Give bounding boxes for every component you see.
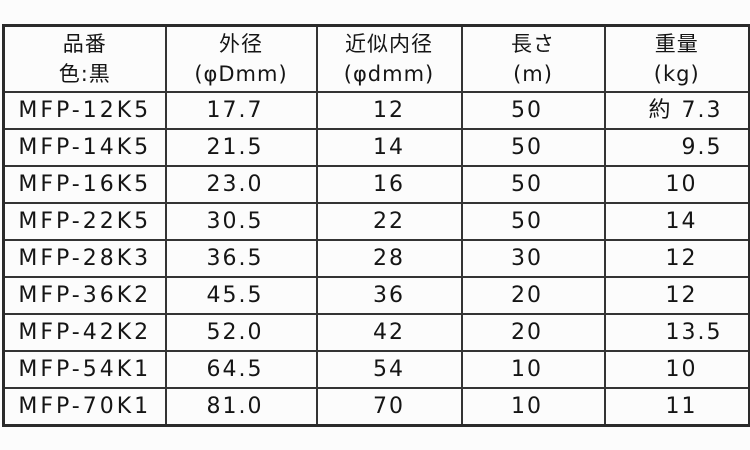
cell-length: 50 xyxy=(460,91,606,130)
cell-weight: 9.5 xyxy=(603,128,750,167)
cell-weight: 約 7.3 xyxy=(603,91,750,130)
cell-approx-inner-diameter: 16 xyxy=(315,165,463,204)
cell-part-number: MFP-42K2 xyxy=(2,313,167,352)
cell-weight: 10 xyxy=(603,350,750,389)
cell-outer-diameter: 30.5 xyxy=(164,202,318,241)
cell-approx-inner-diameter: 36 xyxy=(315,276,463,315)
weight-fraction-part: .3 xyxy=(697,98,723,123)
header-row: 品番 色:黒 外径 (φDmm) 近似内径 (φdmm) 長さ (m) 重量 xyxy=(2,24,750,93)
cell-part-number: MFP-54K1 xyxy=(2,350,167,389)
cell-length: 10 xyxy=(460,350,606,389)
weight-integer-part: 約 7 xyxy=(648,98,698,123)
cell-outer-diameter: 64.5 xyxy=(164,350,318,389)
cell-approx-inner-diameter: 22 xyxy=(315,202,463,241)
cell-approx-inner-diameter: 54 xyxy=(315,350,463,389)
header-weight-unit: (kg) xyxy=(653,62,700,86)
cell-part-number: MFP-14K5 xyxy=(2,128,167,167)
header-part-number-color: 色:黒 xyxy=(58,62,111,86)
weight-integer-part: 13 xyxy=(665,320,698,345)
weight-integer-part: 11 xyxy=(665,394,698,419)
cell-part-number: MFP-12K5 xyxy=(2,91,167,130)
cell-outer-diameter: 21.5 xyxy=(164,128,318,167)
cell-outer-diameter: 23.0 xyxy=(164,165,318,204)
cell-outer-diameter: 17.7 xyxy=(164,91,318,130)
cell-length: 20 xyxy=(460,276,606,315)
header-approx-inner-diameter-title: 近似内径 xyxy=(345,32,433,56)
cell-part-number: MFP-36K2 xyxy=(2,276,167,315)
table-row: MFP-22K5 30.5 22 50 14 xyxy=(2,202,750,241)
header-outer-diameter-unit: (φDmm) xyxy=(194,62,288,86)
header-length-title: 長さ xyxy=(511,32,555,56)
header-outer-diameter-title: 外径 xyxy=(219,32,263,56)
table-row: MFP-54K1 64.5 54 10 10 xyxy=(2,350,750,389)
cell-approx-inner-diameter: 14 xyxy=(315,128,463,167)
cell-length: 10 xyxy=(460,387,606,427)
cell-part-number: MFP-70K1 xyxy=(2,387,167,427)
table-row: MFP-14K5 21.5 14 50 9.5 xyxy=(2,128,750,167)
header-weight-title: 重量 xyxy=(654,32,699,56)
cell-weight: 12 xyxy=(603,239,750,278)
header-part-number: 品番 色:黒 xyxy=(2,24,167,93)
cell-weight: 13.5 xyxy=(603,313,750,352)
cell-part-number: MFP-28K3 xyxy=(2,239,167,278)
cell-length: 50 xyxy=(460,165,606,204)
cell-weight: 12 xyxy=(603,276,750,315)
cell-length: 50 xyxy=(460,128,606,167)
weight-integer-part: 14 xyxy=(665,209,698,234)
table-row: MFP-16K5 23.0 16 50 10 xyxy=(2,165,750,204)
product-spec-table: 品番 色:黒 外径 (φDmm) 近似内径 (φdmm) 長さ (m) 重量 xyxy=(2,24,750,427)
cell-outer-diameter: 52.0 xyxy=(164,313,318,352)
cell-outer-diameter: 81.0 xyxy=(164,387,318,427)
cell-part-number: MFP-16K5 xyxy=(2,165,167,204)
header-length: 長さ (m) xyxy=(460,24,606,93)
weight-integer-part: 12 xyxy=(665,246,698,271)
cell-weight: 10 xyxy=(603,165,750,204)
header-weight: 重量 (kg) xyxy=(603,24,750,93)
cell-approx-inner-diameter: 28 xyxy=(315,239,463,278)
cell-weight: 11 xyxy=(603,387,750,427)
weight-fraction-part: .5 xyxy=(697,135,723,160)
header-part-number-title: 品番 xyxy=(62,32,107,56)
weight-integer-part: 9 xyxy=(681,135,698,160)
cell-length: 30 xyxy=(460,239,606,278)
header-approx-inner-diameter-unit: (φdmm) xyxy=(343,62,435,86)
table-body: MFP-12K5 17.7 12 50 約 7.3 MFP-14K5 21.5 14 50 9.5… xyxy=(2,91,750,427)
table-row: MFP-42K2 52.0 42 20 13.5 xyxy=(2,313,750,352)
cell-length: 20 xyxy=(460,313,606,352)
cell-approx-inner-diameter: 12 xyxy=(315,91,463,130)
cell-length: 50 xyxy=(460,202,606,241)
table-header: 品番 色:黒 外径 (φDmm) 近似内径 (φdmm) 長さ (m) 重量 xyxy=(2,24,750,93)
cell-weight: 14 xyxy=(603,202,750,241)
cell-outer-diameter: 45.5 xyxy=(164,276,318,315)
weight-integer-part: 10 xyxy=(665,172,698,197)
table-row: MFP-36K2 45.5 36 20 12 xyxy=(2,276,750,315)
table-row: MFP-70K1 81.0 70 10 11 xyxy=(2,387,750,427)
cell-part-number: MFP-22K5 xyxy=(2,202,167,241)
header-length-unit: (m) xyxy=(513,62,553,86)
header-outer-diameter: 外径 (φDmm) xyxy=(164,24,318,93)
table-row: MFP-12K5 17.7 12 50 約 7.3 xyxy=(2,91,750,130)
weight-integer-part: 12 xyxy=(665,283,698,308)
cell-approx-inner-diameter: 70 xyxy=(315,387,463,427)
weight-integer-part: 10 xyxy=(665,357,698,382)
cell-approx-inner-diameter: 42 xyxy=(315,313,463,352)
table-row: MFP-28K3 36.5 28 30 12 xyxy=(2,239,750,278)
weight-fraction-part: .5 xyxy=(697,320,723,345)
header-approx-inner-diameter: 近似内径 (φdmm) xyxy=(315,24,463,93)
cell-outer-diameter: 36.5 xyxy=(164,239,318,278)
